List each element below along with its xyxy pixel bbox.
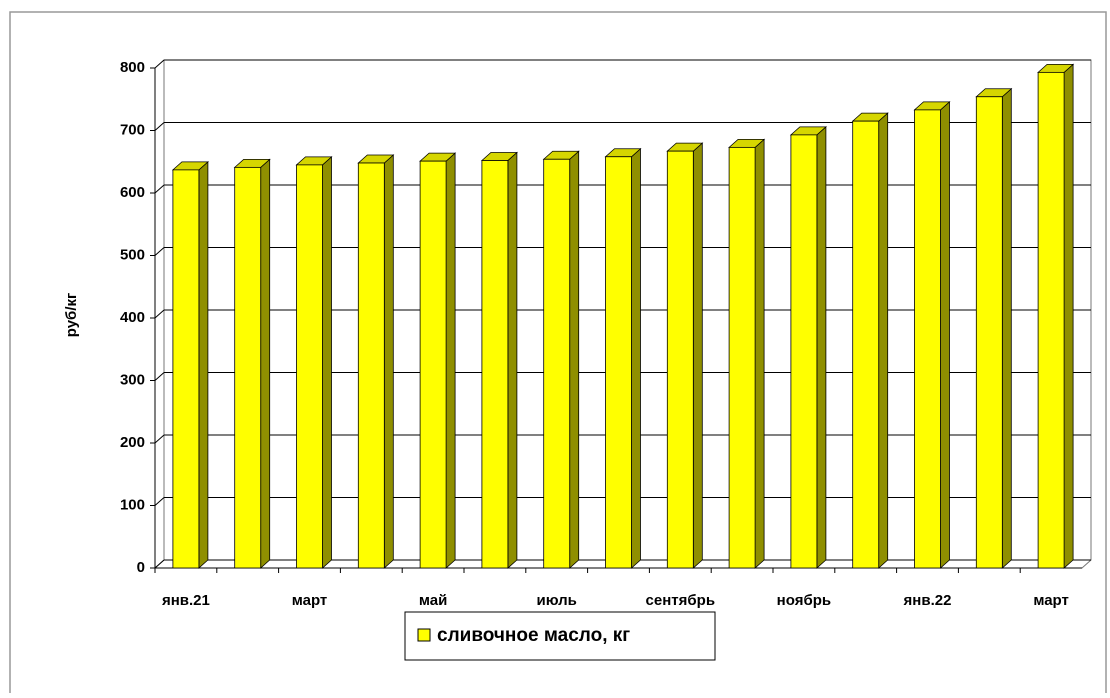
bar-side <box>940 100 950 569</box>
grid-line <box>154 122 165 131</box>
bar-side <box>198 160 209 569</box>
bar <box>914 109 941 569</box>
bar <box>975 96 1003 569</box>
bar <box>790 134 818 569</box>
bar-side <box>754 138 765 569</box>
bar <box>481 160 509 569</box>
y-tick-label: 500 <box>120 246 145 263</box>
bar-side <box>631 147 641 569</box>
x-tick-label: янв.22 <box>904 592 952 609</box>
bar <box>543 158 571 569</box>
bar <box>296 164 323 569</box>
bar <box>605 156 632 569</box>
x-tick-label: март <box>292 592 328 609</box>
bar-side <box>383 154 394 569</box>
grid-line <box>154 497 165 506</box>
grid-line <box>154 184 165 194</box>
x-tick-label: май <box>419 592 447 609</box>
bar-side <box>1001 87 1012 569</box>
bar <box>419 160 447 569</box>
grid-line <box>154 434 165 444</box>
bar-side <box>445 152 456 569</box>
legend-box <box>404 611 716 661</box>
grid-line <box>154 247 165 256</box>
x-tick-label: сентябрь <box>646 592 716 609</box>
y-tick-label: 200 <box>120 434 145 451</box>
x-tick-label: янв.21 <box>162 592 210 609</box>
y-axis-label: руб/кг <box>63 293 80 338</box>
bar <box>852 120 880 569</box>
y-tick-label: 700 <box>120 121 145 138</box>
y-tick-label: 0 <box>137 559 145 576</box>
grid-line <box>154 559 165 569</box>
bar-side <box>569 150 580 569</box>
bar-side <box>322 155 332 569</box>
grid-line <box>154 309 165 319</box>
bar-side <box>507 151 518 569</box>
y-tick-label: 400 <box>120 309 145 326</box>
x-tick-label: июль <box>536 592 576 609</box>
y-tick-label: 300 <box>120 371 145 388</box>
y-tick-label: 100 <box>120 496 145 513</box>
bar-side <box>816 125 827 569</box>
bar <box>666 150 694 569</box>
legend-swatch <box>417 628 431 642</box>
bar <box>1037 71 1065 569</box>
bar-side <box>260 158 271 569</box>
bar <box>728 146 756 569</box>
y-tick-label: 600 <box>120 184 145 201</box>
bar <box>234 166 262 569</box>
bar <box>172 169 200 569</box>
bar-side <box>1063 63 1074 569</box>
bar-side <box>878 112 889 569</box>
x-tick-label: март <box>1033 592 1069 609</box>
grid-line <box>154 59 165 69</box>
y-tick-label: 800 <box>120 59 145 76</box>
bar <box>357 162 385 569</box>
x-tick-label: ноябрь <box>777 592 831 609</box>
grid-line <box>154 372 165 381</box>
bar-side <box>692 142 703 569</box>
legend-label: сливочное масло, кг <box>437 625 630 646</box>
